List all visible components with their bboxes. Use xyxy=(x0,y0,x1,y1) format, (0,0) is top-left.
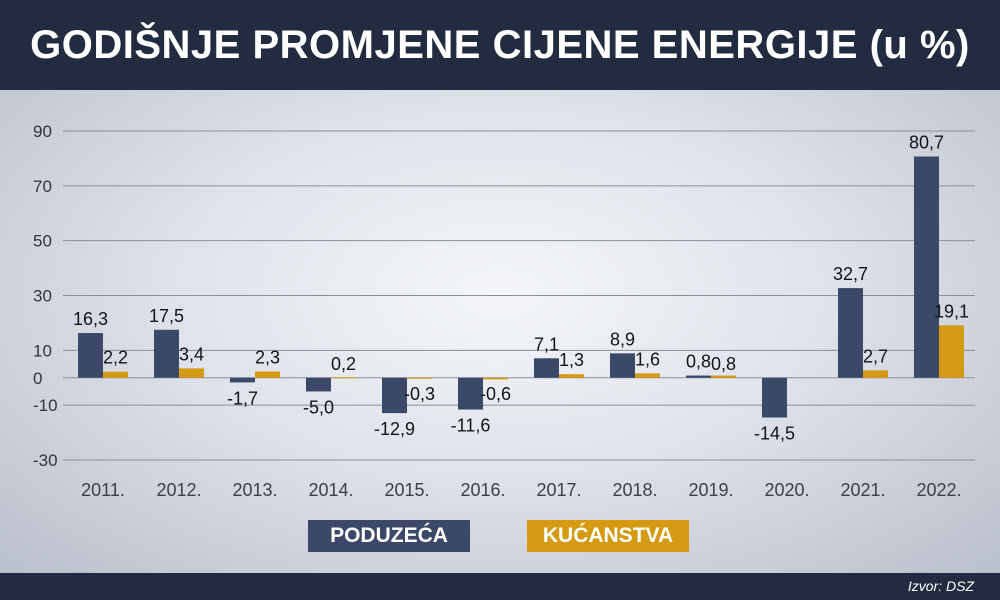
bar-poduzeca xyxy=(914,156,939,378)
data-label-poduzeca: 8,9 xyxy=(610,329,635,349)
bar-kucanstva xyxy=(711,375,736,378)
bar-poduzeca xyxy=(838,288,863,378)
y-tick-label: 0 xyxy=(33,369,42,388)
data-label-poduzeca: 32,7 xyxy=(833,264,868,284)
title-bar: GODIŠNJE PROMJENE CIJENE ENERGIJE (u %) xyxy=(0,0,1000,90)
data-label-kucanstva: -0,6 xyxy=(480,384,511,404)
legend-item-poduzeca: PODUZEĆA xyxy=(308,520,470,552)
data-label-kucanstva: 2,3 xyxy=(255,347,280,367)
data-label-poduzeca: -12,9 xyxy=(374,419,415,439)
bar-kucanstva xyxy=(407,377,432,379)
bar-kucanstva xyxy=(939,325,964,378)
bar-kucanstva xyxy=(483,377,508,380)
bar-kucanstva xyxy=(635,373,660,378)
data-label-kucanstva: 19,1 xyxy=(934,301,969,321)
bar-kucanstva xyxy=(103,371,128,378)
data-label-poduzeca: -14,5 xyxy=(754,424,795,444)
bar-poduzeca xyxy=(78,333,103,378)
data-label-kucanstva: 2,2 xyxy=(103,348,128,368)
legend-item-kucanstva: KUĆANSTVA xyxy=(527,520,689,552)
y-tick-label: 90 xyxy=(33,122,52,141)
x-tick-label: 2019. xyxy=(688,480,733,500)
data-label-kucanstva: -0,3 xyxy=(404,384,435,404)
x-tick-label: 2018. xyxy=(612,480,657,500)
bar-kucanstva xyxy=(255,371,280,378)
data-label-kucanstva: 2,7 xyxy=(863,346,888,366)
bar-poduzeca xyxy=(458,377,483,410)
data-label-kucanstva: 1,6 xyxy=(635,349,660,369)
y-tick-label: -30 xyxy=(33,451,58,470)
data-label-poduzeca: 16,3 xyxy=(73,309,108,329)
chart-title: GODIŠNJE PROMJENE CIJENE ENERGIJE (u %) xyxy=(30,22,970,67)
y-tick-label: 50 xyxy=(33,232,52,251)
data-label-poduzeca: -11,6 xyxy=(451,416,491,436)
bar-poduzeca xyxy=(154,329,179,378)
bar-poduzeca xyxy=(534,358,559,378)
y-tick-label: -10 xyxy=(33,396,58,415)
x-tick-label: 2016. xyxy=(460,480,505,500)
bar-kucanstva xyxy=(863,370,888,378)
data-label-kucanstva: 0,8 xyxy=(711,354,736,374)
x-tick-label: 2011. xyxy=(81,480,125,500)
legend: PODUZEĆA KUĆANSTVA xyxy=(0,520,1000,552)
data-label-poduzeca: -1,7 xyxy=(227,388,258,408)
data-label-kucanstva: 3,4 xyxy=(179,344,204,364)
bar-poduzeca xyxy=(762,377,787,418)
data-label-poduzeca: 0,8 xyxy=(686,352,711,372)
bar-poduzeca xyxy=(686,375,711,378)
bar-poduzeca xyxy=(306,377,331,392)
data-label-kucanstva: 0,2 xyxy=(331,354,356,374)
x-tick-label: 2020. xyxy=(764,480,809,500)
x-tick-label: 2014. xyxy=(308,480,353,500)
bar-poduzeca xyxy=(382,377,407,414)
x-tick-label: 2012. xyxy=(156,480,201,500)
bar-poduzeca xyxy=(610,353,635,378)
data-label-kucanstva: 1,3 xyxy=(559,350,584,370)
data-label-poduzeca: 7,1 xyxy=(534,334,559,354)
bar-chart: 90 70 50 30 10 0 -10 -30 16,3 2,2 2011. 17,5 3,4 2012… xyxy=(33,122,975,500)
x-tick-label: 2022. xyxy=(916,480,961,500)
data-label-poduzeca: 80,7 xyxy=(909,132,944,152)
y-tick-label: 70 xyxy=(33,177,52,196)
footer: Izvor: DSZ xyxy=(0,573,1000,600)
data-label-poduzeca: -5,0 xyxy=(303,397,334,417)
bar-kucanstva xyxy=(331,377,356,379)
y-tick-label: 30 xyxy=(33,287,52,306)
bar-poduzeca xyxy=(230,377,255,383)
y-tick-label: 10 xyxy=(33,341,52,360)
bar-kucanstva xyxy=(179,368,204,378)
x-tick-label: 2013. xyxy=(232,480,277,500)
bar-kucanstva xyxy=(559,374,584,378)
source-note: Izvor: DSZ xyxy=(907,578,974,594)
x-tick-label: 2015. xyxy=(384,480,429,500)
x-tick-label: 2021. xyxy=(840,480,885,500)
x-tick-label: 2017. xyxy=(536,480,581,500)
data-label-poduzeca: 17,5 xyxy=(149,306,184,326)
